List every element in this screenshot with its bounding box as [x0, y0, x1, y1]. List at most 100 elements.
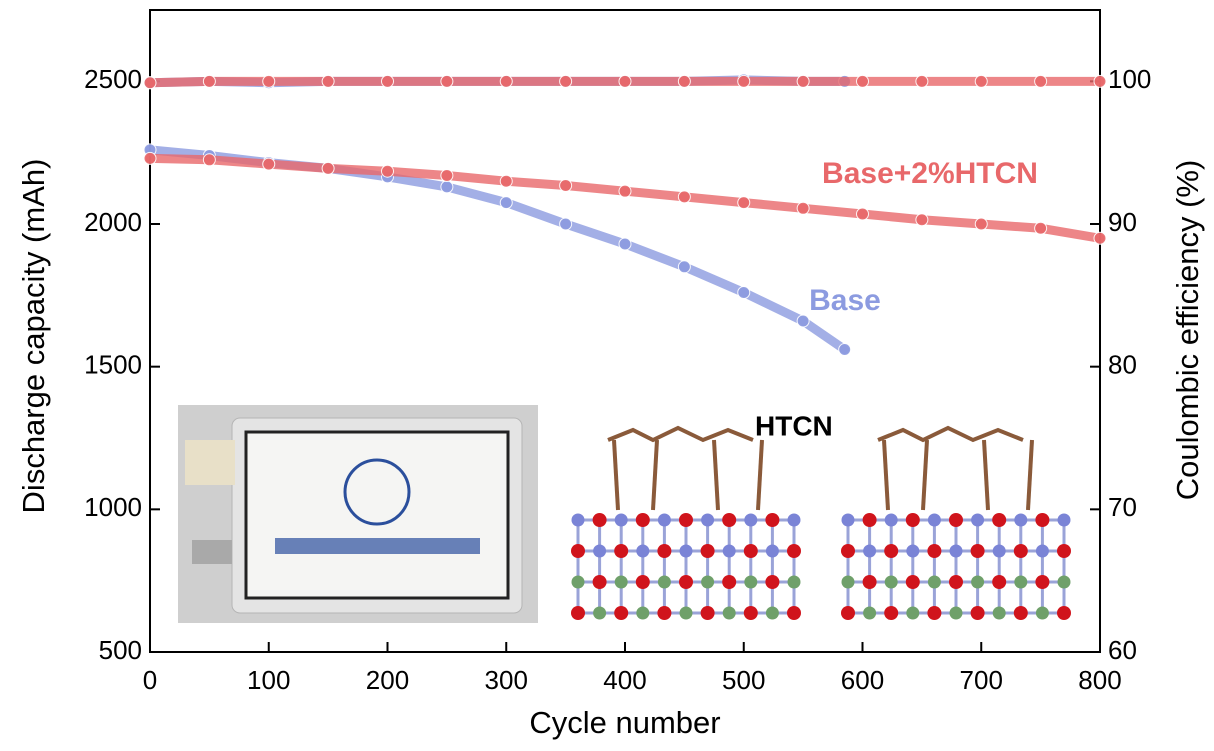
atom — [1057, 606, 1071, 620]
atom — [842, 514, 855, 527]
data-point — [500, 197, 512, 209]
atom — [971, 544, 985, 558]
atom — [971, 606, 985, 620]
atom — [572, 514, 585, 527]
atom — [658, 514, 671, 527]
series-label: Base+2%HTCN — [822, 157, 1038, 190]
y2-tick-label: 70 — [1108, 492, 1137, 522]
atom — [927, 544, 941, 558]
y2-tick-label: 90 — [1108, 207, 1137, 237]
atom — [1014, 576, 1027, 589]
atom — [1035, 513, 1049, 527]
x-tick-label: 400 — [603, 665, 646, 695]
cell-label — [246, 432, 508, 598]
atom — [614, 606, 628, 620]
data-point — [560, 75, 572, 87]
atom — [723, 607, 736, 620]
atom — [971, 514, 984, 527]
atom — [787, 606, 801, 620]
x-tick-label: 500 — [722, 665, 765, 695]
atom — [657, 606, 671, 620]
atom — [863, 513, 877, 527]
tab — [185, 440, 235, 485]
y2-tick-label: 60 — [1108, 635, 1137, 665]
y-tick-label: 1000 — [84, 492, 142, 522]
x-tick-label: 700 — [960, 665, 1003, 695]
chart: Cycle number Discharge capacity (mAh) Co… — [0, 0, 1214, 746]
atom — [1014, 514, 1027, 527]
y2-tick-label: 80 — [1108, 350, 1137, 380]
data-point — [382, 75, 394, 87]
data-point — [916, 214, 928, 226]
atom — [992, 575, 1006, 589]
atom — [593, 575, 607, 589]
atom — [1058, 576, 1071, 589]
atom — [636, 575, 650, 589]
data-point — [1035, 75, 1047, 87]
atom — [636, 513, 650, 527]
data-point — [203, 154, 215, 166]
chain — [758, 440, 762, 510]
data-point — [441, 75, 453, 87]
atom — [593, 607, 606, 620]
atom — [571, 606, 585, 620]
data-point — [797, 315, 809, 327]
atom — [679, 513, 693, 527]
atom — [863, 545, 876, 558]
data-point — [857, 208, 869, 220]
data-point — [322, 162, 334, 174]
chain — [878, 428, 1023, 440]
atom — [744, 576, 757, 589]
atom — [863, 607, 876, 620]
atom — [679, 575, 693, 589]
atom — [1014, 544, 1028, 558]
x-tick-label: 100 — [247, 665, 290, 695]
atom — [884, 544, 898, 558]
atom — [949, 513, 963, 527]
atom — [884, 606, 898, 620]
atom — [928, 514, 941, 527]
atom — [722, 513, 736, 527]
series-label: Base — [809, 284, 881, 317]
atom — [657, 544, 671, 558]
data-point — [1035, 222, 1047, 234]
data-point — [441, 181, 453, 193]
atom — [1058, 514, 1071, 527]
chain — [984, 440, 988, 510]
atom — [842, 576, 855, 589]
atom — [906, 607, 919, 620]
y2-tick-label: 100 — [1108, 64, 1151, 94]
annotation: HTCN — [755, 410, 833, 441]
chain — [653, 440, 657, 510]
chain — [884, 440, 888, 510]
atom — [658, 576, 671, 589]
atom — [723, 545, 736, 558]
data-point — [500, 175, 512, 187]
atom — [993, 545, 1006, 558]
battery-photo — [178, 405, 538, 623]
atom — [906, 545, 919, 558]
data-point — [678, 191, 690, 203]
atom — [744, 544, 758, 558]
atom — [928, 576, 941, 589]
x-tick-label: 200 — [366, 665, 409, 695]
data-point — [797, 202, 809, 214]
data-point — [619, 238, 631, 250]
x-tick-label: 600 — [841, 665, 884, 695]
molecule-illustration — [571, 428, 1071, 620]
x-axis-label: Cycle number — [529, 705, 720, 740]
atom — [636, 545, 649, 558]
atom — [593, 513, 607, 527]
atom — [701, 606, 715, 620]
logo-text — [275, 538, 480, 554]
data-point — [738, 75, 750, 87]
data-point — [975, 218, 987, 230]
atom — [636, 607, 649, 620]
data-point — [678, 75, 690, 87]
atom — [701, 576, 714, 589]
atom — [841, 606, 855, 620]
chain — [923, 440, 927, 510]
atom — [744, 514, 757, 527]
chain — [714, 440, 718, 510]
data-point — [738, 286, 750, 298]
